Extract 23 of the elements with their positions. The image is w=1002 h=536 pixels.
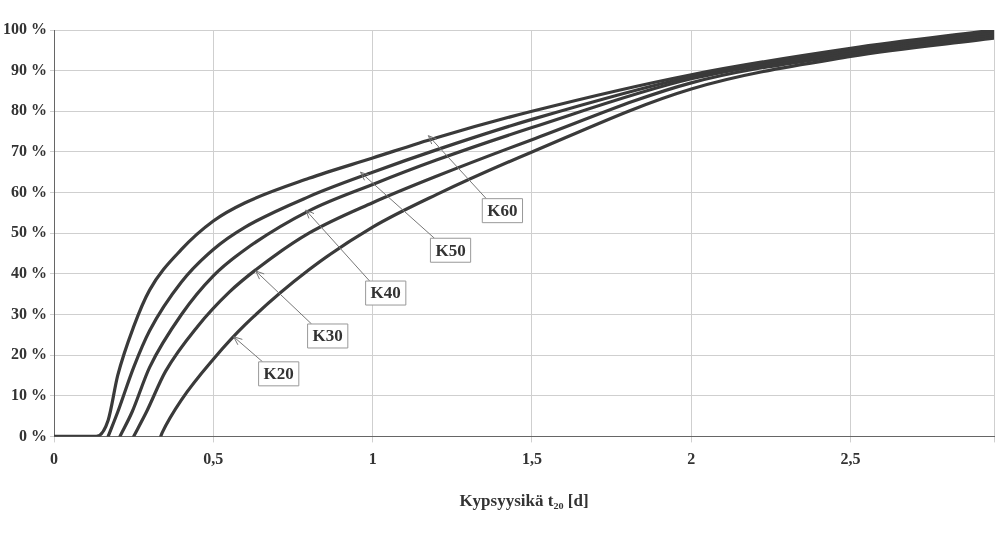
y-tick-label: 40 % xyxy=(11,263,47,281)
y-tick-label: 0 % xyxy=(19,426,47,444)
annotation: K20 xyxy=(263,364,294,384)
y-tick-label: 20 % xyxy=(11,345,47,363)
annotation: K40 xyxy=(370,283,401,303)
y-tick-label: 90 % xyxy=(11,60,47,78)
annotation: K30 xyxy=(312,326,343,346)
x-tick-label: 2 xyxy=(687,450,696,468)
x-tick-label: 0,5 xyxy=(203,450,224,468)
x-axis-title: Kypsyysikä t₂₀ [d] xyxy=(459,491,589,511)
y-tick-label: 80 % xyxy=(11,101,47,119)
x-tick-label: 1 xyxy=(368,450,377,468)
x-tick-label: 2,5 xyxy=(840,450,861,468)
annotation: K60 xyxy=(487,201,518,221)
x-tick-label: 0 xyxy=(50,450,58,468)
x-tick-label: 1,5 xyxy=(521,450,542,468)
y-tick-label: 100 % xyxy=(3,20,47,38)
y-tick-label: 60 % xyxy=(11,182,47,200)
y-tick-label: 70 % xyxy=(11,142,47,160)
y-tick-label: 30 % xyxy=(11,304,47,322)
annotation: K50 xyxy=(435,240,466,260)
y-tick-label: 50 % xyxy=(11,223,47,241)
y-tick-label: 10 % xyxy=(11,385,47,403)
